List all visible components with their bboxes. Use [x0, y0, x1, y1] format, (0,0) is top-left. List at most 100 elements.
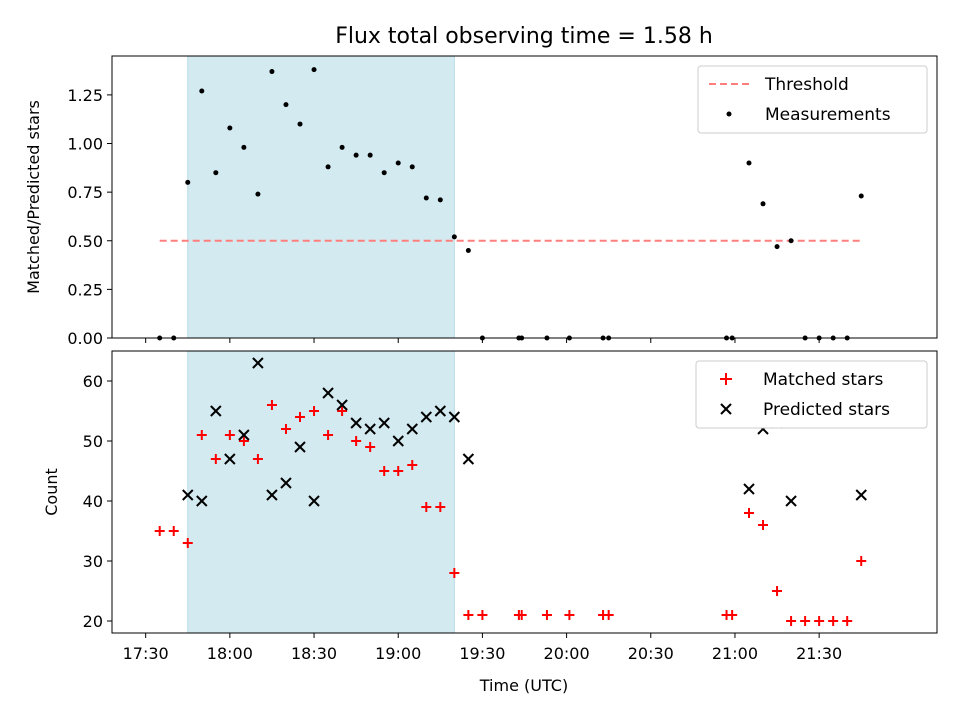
top-y-axis: 0.00 0.25 0.50 0.75 1.00 1.25 [67, 86, 112, 348]
bottom-panel: 20 30 40 50 60 17:30 18:00 18:30 19:00 19:30 20:0… [42, 350, 938, 695]
matched-star-point [516, 610, 527, 620]
top-legend-box [697, 65, 928, 134]
measurement-point [858, 193, 864, 199]
top-x-ticks [145, 338, 820, 343]
measurement-point [283, 102, 289, 108]
matched-star-point [421, 502, 432, 512]
predicted-star-point [322, 387, 334, 399]
legend-matched-marker [720, 373, 732, 385]
matched-star-point [758, 520, 769, 530]
matched-star-point [210, 454, 221, 464]
matched-star-point [351, 436, 362, 446]
measurement-point [241, 144, 247, 150]
predicted-star-point [855, 489, 867, 501]
legend-measurements-label: Measurements [765, 105, 891, 125]
bottom-y-tick-label: 30 [83, 552, 103, 571]
top-y-tick-label: 1.00 [67, 135, 103, 154]
matched-star-point [541, 610, 552, 620]
measurement-point [227, 125, 233, 131]
legend-measurements-marker [726, 111, 732, 117]
legend-predicted-label: Predicted stars [763, 400, 890, 420]
predicted-star-point [434, 405, 447, 417]
matched-star-point [786, 616, 797, 626]
top-marks [157, 67, 864, 341]
matched-star-point [772, 586, 783, 596]
bottom-marks [154, 357, 867, 626]
x-tick-label: 21:00 [712, 644, 758, 663]
top-y-tick-label: 0.50 [67, 232, 103, 251]
matched-star-point [743, 508, 754, 518]
x-tick-label: 20:30 [628, 644, 674, 663]
matched-star-point [828, 616, 839, 626]
measurement-point [381, 170, 387, 176]
matched-star-point [449, 568, 460, 578]
measurement-point [465, 247, 471, 253]
bottom-y-axis: 20 30 40 50 60 [83, 372, 112, 631]
matched-star-point [856, 556, 867, 566]
x-tick-label: 21:30 [796, 644, 842, 663]
chart-title: Flux total observing time = 1.58 h [335, 24, 713, 49]
predicted-star-point [308, 495, 320, 507]
bottom-y-tick-label: 50 [83, 432, 103, 451]
measurement-point [255, 191, 261, 197]
bottom-shaded-interval [187, 350, 455, 634]
measurement-point [353, 152, 359, 158]
measurement-point [339, 144, 345, 150]
measurement-point [367, 152, 373, 158]
matched-star-point [727, 610, 738, 620]
legend-predicted-marker [720, 403, 732, 415]
top-y-tick-label: 1.25 [67, 86, 103, 105]
matched-star-point [323, 430, 334, 440]
matched-star-point [168, 526, 179, 536]
predicted-star-point [448, 411, 461, 423]
matched-star-point [463, 610, 474, 620]
predicted-star-point [462, 453, 475, 465]
predicted-star-point [252, 357, 264, 369]
bottom-x-axis: 17:30 18:00 18:30 19:00 19:30 20:00 20:30 21:00… [123, 633, 842, 663]
matched-star-point [800, 616, 811, 626]
predicted-star-point [238, 429, 250, 441]
top-y-axis-label: Matched/Predicted stars [24, 100, 43, 294]
top-legend: Threshold Measurements [697, 65, 928, 134]
legend-matched-label: Matched stars [763, 370, 883, 390]
predicted-star-point [224, 453, 236, 465]
measurement-point [395, 160, 401, 166]
predicted-star-point [785, 495, 797, 507]
legend-threshold-label: Threshold [764, 75, 849, 95]
predicted-star-point [196, 495, 208, 507]
matched-star-point [603, 610, 614, 620]
bottom-y-tick-label: 20 [83, 612, 103, 631]
top-shaded-interval [187, 55, 455, 339]
matched-star-point [266, 400, 277, 410]
x-tick-label: 19:00 [375, 644, 421, 663]
matched-star-point [379, 466, 390, 476]
bottom-legend: Matched stars Predicted stars [695, 360, 928, 429]
top-y-tick-label: 0.25 [67, 280, 103, 299]
matched-star-point [238, 436, 249, 446]
measurement-point [325, 164, 331, 170]
predicted-star-point [378, 417, 390, 429]
measurement-point [423, 195, 429, 201]
predicted-star-point [266, 489, 278, 501]
measurement-point [437, 197, 443, 203]
measurement-point [269, 69, 275, 75]
matched-star-point [309, 406, 320, 416]
x-tick-label: 20:00 [544, 644, 590, 663]
bottom-y-tick-label: 60 [83, 372, 103, 391]
measurement-point [746, 160, 752, 166]
x-tick-label: 19:30 [459, 644, 505, 663]
matched-star-point [564, 610, 575, 620]
predicted-star-point [182, 489, 194, 501]
matched-star-point [435, 502, 446, 512]
predicted-star-point [420, 411, 432, 423]
predicted-star-point [336, 399, 348, 411]
matched-star-point [280, 424, 291, 434]
measurement-point [297, 121, 303, 127]
predicted-star-point [743, 483, 755, 495]
x-axis-label: Time (UTC) [479, 676, 568, 695]
predicted-star-point [294, 441, 306, 453]
measurement-point [409, 164, 415, 170]
matched-star-point [224, 430, 235, 440]
matched-star-point [393, 466, 404, 476]
